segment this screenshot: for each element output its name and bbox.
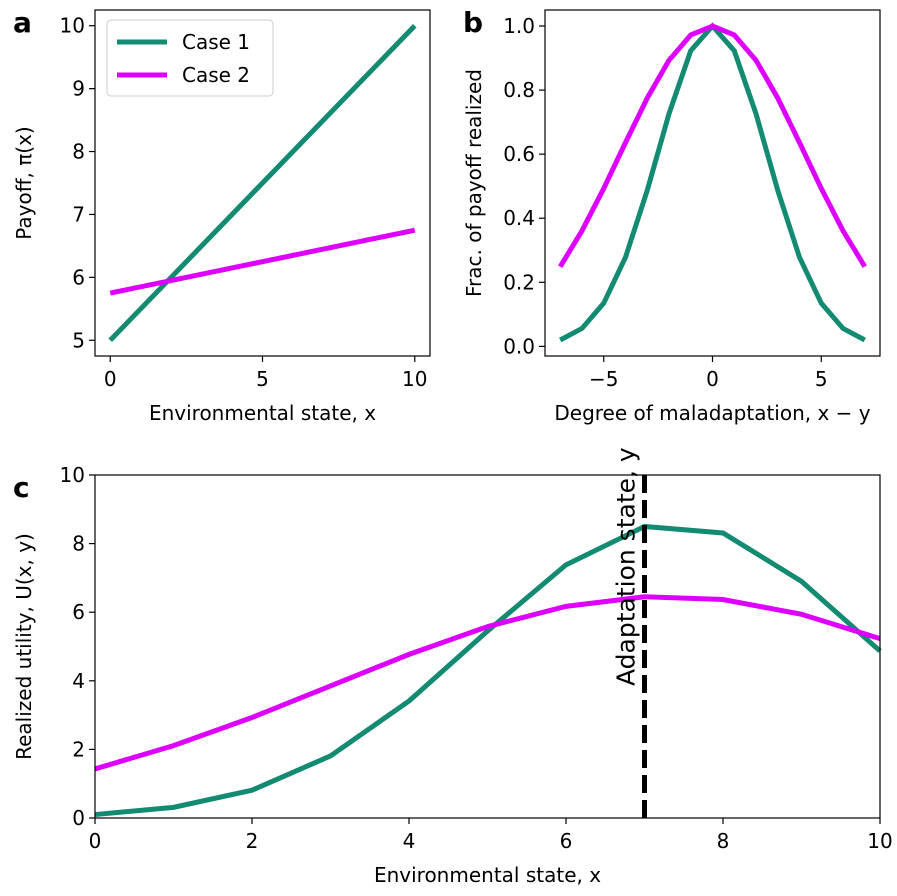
y-tick-label: 2 <box>72 737 85 761</box>
annotation: Adaptation state, y <box>612 447 641 686</box>
panel-label: b <box>463 6 483 39</box>
y-tick-label: 10 <box>60 463 85 487</box>
line-series <box>94 523 882 818</box>
y-tick-label: 6 <box>72 265 85 289</box>
legend-label: Case 2 <box>182 63 250 87</box>
x-tick-label: 10 <box>867 829 892 853</box>
x-axis-label: Environmental state, x <box>149 401 376 425</box>
line-series <box>94 594 881 772</box>
y-tick-label: 9 <box>72 77 85 101</box>
x-tick-label: 5 <box>815 367 828 391</box>
y-tick-label: 10 <box>60 14 85 38</box>
x-tick-label: 10 <box>402 367 427 391</box>
panel-label: c <box>13 471 30 504</box>
legend-label: Case 1 <box>182 30 250 54</box>
x-tick-label: 0 <box>89 829 102 853</box>
axes-frame <box>94 9 431 357</box>
y-tick-label: 0.6 <box>503 142 535 166</box>
y-tick-label: 6 <box>72 600 85 624</box>
x-tick-label: 4 <box>403 829 416 853</box>
y-tick-label: 4 <box>72 669 85 693</box>
x-tick-label: 0 <box>104 367 117 391</box>
y-axis-label: Payoff, π(x) <box>12 126 36 239</box>
line-series <box>558 23 867 268</box>
panel-label: a <box>13 6 32 39</box>
x-tick-label: 5 <box>256 367 269 391</box>
y-tick-label: 0.8 <box>503 78 535 102</box>
x-axis-label: Degree of maladaptation, x − y <box>554 401 870 425</box>
x-tick-label: 6 <box>560 829 573 853</box>
axes-frame <box>94 474 881 819</box>
y-axis-label: Realized utility, U(x, y) <box>12 533 36 760</box>
x-axis-label: Environmental state, x <box>374 863 601 887</box>
y-tick-label: 8 <box>72 140 85 164</box>
y-tick-label: 7 <box>72 202 85 226</box>
axes-frame <box>544 9 881 357</box>
x-tick-label: 8 <box>717 829 730 853</box>
y-tick-label: 0.4 <box>503 206 535 230</box>
y-axis-label: Frac. of payoff realized <box>462 69 486 297</box>
y-tick-label: 5 <box>72 328 85 352</box>
y-tick-label: 0 <box>72 806 85 830</box>
y-tick-label: 0.0 <box>503 334 535 358</box>
line-series <box>108 23 417 343</box>
y-tick-label: 0.2 <box>503 270 535 294</box>
y-tick-label: 8 <box>72 532 85 556</box>
x-tick-label: 2 <box>246 829 259 853</box>
x-tick-label: 0 <box>706 367 719 391</box>
y-tick-label: 1.0 <box>503 14 535 38</box>
x-tick-label: −5 <box>589 367 618 391</box>
legend: Case 1 Case 2 <box>106 19 274 97</box>
line-series <box>109 227 416 296</box>
